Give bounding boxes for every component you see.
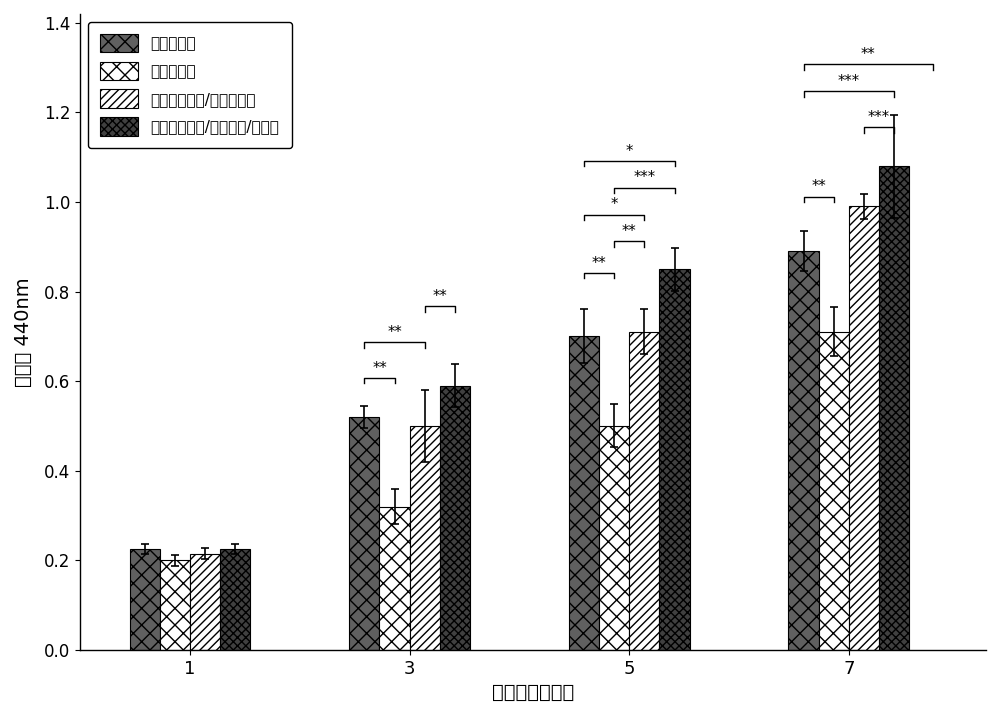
Y-axis label: 光密度 440nm: 光密度 440nm	[14, 277, 33, 387]
Bar	[849, 206, 879, 650]
Bar	[659, 269, 690, 650]
Bar	[379, 506, 410, 650]
Text: **: **	[432, 289, 447, 304]
Text: **: **	[861, 47, 875, 62]
Text: **: **	[622, 224, 637, 239]
Bar	[160, 560, 190, 650]
X-axis label: 培养时间（天）: 培养时间（天）	[492, 683, 574, 702]
Bar	[879, 166, 909, 650]
Text: *: *	[610, 198, 618, 212]
Text: ***: ***	[838, 74, 860, 89]
Bar	[788, 251, 819, 650]
Text: ***: ***	[868, 110, 890, 125]
Bar	[599, 426, 629, 650]
Bar	[130, 549, 160, 650]
Bar	[220, 549, 250, 650]
Bar	[410, 426, 440, 650]
Text: **: **	[387, 325, 402, 340]
Bar	[629, 332, 659, 650]
Text: ***: ***	[633, 170, 655, 185]
Text: **: **	[811, 180, 826, 194]
Bar	[819, 332, 849, 650]
Bar	[349, 417, 379, 650]
Bar	[190, 553, 220, 650]
Text: *: *	[626, 143, 633, 158]
Text: **: **	[592, 256, 606, 271]
Text: **: **	[372, 361, 387, 376]
Legend: 组织培养板, 聚己内酯膜, 柞蚕丝素蛋白/聚己内酯膜, 柞蚕丝素蛋白/聚己内酯/明胶膜: 组织培养板, 聚己内酯膜, 柞蚕丝素蛋白/聚己内酯膜, 柞蚕丝素蛋白/聚己内酯/…	[88, 21, 292, 148]
Bar	[569, 337, 599, 650]
Bar	[440, 386, 470, 650]
